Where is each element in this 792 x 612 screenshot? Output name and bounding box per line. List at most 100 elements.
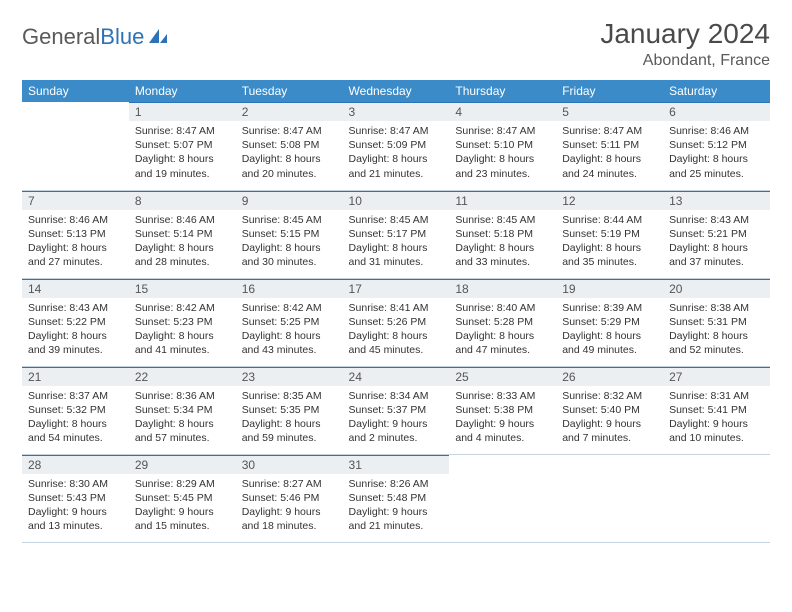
day-number: 5 xyxy=(556,102,663,121)
day-number: 31 xyxy=(343,455,450,474)
dow-row: SundayMondayTuesdayWednesdayThursdayFrid… xyxy=(22,80,770,102)
day-number: 30 xyxy=(236,455,343,474)
day-number: 29 xyxy=(129,455,236,474)
title-block: January 2024 Abondant, France xyxy=(600,18,770,70)
day-content: Sunrise: 8:32 AMSunset: 5:40 PMDaylight:… xyxy=(556,386,663,451)
day-cell: 16Sunrise: 8:42 AMSunset: 5:25 PMDayligh… xyxy=(236,278,343,366)
day-number: 14 xyxy=(22,279,129,298)
day-content: Sunrise: 8:30 AMSunset: 5:43 PMDaylight:… xyxy=(22,474,129,539)
day-content: Sunrise: 8:42 AMSunset: 5:23 PMDaylight:… xyxy=(129,298,236,363)
day-number: 12 xyxy=(556,191,663,210)
day-number: 9 xyxy=(236,191,343,210)
day-cell: 3Sunrise: 8:47 AMSunset: 5:09 PMDaylight… xyxy=(343,102,450,190)
day-cell: 21Sunrise: 8:37 AMSunset: 5:32 PMDayligh… xyxy=(22,366,129,454)
day-cell: 1Sunrise: 8:47 AMSunset: 5:07 PMDaylight… xyxy=(129,102,236,190)
day-number: 26 xyxy=(556,367,663,386)
day-content: Sunrise: 8:31 AMSunset: 5:41 PMDaylight:… xyxy=(663,386,770,451)
day-cell: 7Sunrise: 8:46 AMSunset: 5:13 PMDaylight… xyxy=(22,190,129,278)
day-content: Sunrise: 8:27 AMSunset: 5:46 PMDaylight:… xyxy=(236,474,343,539)
day-number: 3 xyxy=(343,102,450,121)
day-content: Sunrise: 8:46 AMSunset: 5:14 PMDaylight:… xyxy=(129,210,236,275)
day-content: Sunrise: 8:47 AMSunset: 5:09 PMDaylight:… xyxy=(343,121,450,186)
day-cell: 19Sunrise: 8:39 AMSunset: 5:29 PMDayligh… xyxy=(556,278,663,366)
day-content: Sunrise: 8:43 AMSunset: 5:21 PMDaylight:… xyxy=(663,210,770,275)
day-cell: 31Sunrise: 8:26 AMSunset: 5:48 PMDayligh… xyxy=(343,454,450,542)
day-cell: 26Sunrise: 8:32 AMSunset: 5:40 PMDayligh… xyxy=(556,366,663,454)
dow-cell: Monday xyxy=(129,80,236,102)
day-number: 6 xyxy=(663,102,770,121)
day-number: 23 xyxy=(236,367,343,386)
day-cell: 20Sunrise: 8:38 AMSunset: 5:31 PMDayligh… xyxy=(663,278,770,366)
calendar-body: SundayMondayTuesdayWednesdayThursdayFrid… xyxy=(22,80,770,542)
header: GeneralBlue January 2024 Abondant, Franc… xyxy=(22,18,770,70)
day-cell: 2Sunrise: 8:47 AMSunset: 5:08 PMDaylight… xyxy=(236,102,343,190)
day-number: 10 xyxy=(343,191,450,210)
day-cell: 9Sunrise: 8:45 AMSunset: 5:15 PMDaylight… xyxy=(236,190,343,278)
day-content: Sunrise: 8:47 AMSunset: 5:11 PMDaylight:… xyxy=(556,121,663,186)
day-content: Sunrise: 8:46 AMSunset: 5:13 PMDaylight:… xyxy=(22,210,129,275)
month-title: January 2024 xyxy=(600,18,770,50)
day-content: Sunrise: 8:47 AMSunset: 5:10 PMDaylight:… xyxy=(449,121,556,186)
day-number: 19 xyxy=(556,279,663,298)
calendar-table: SundayMondayTuesdayWednesdayThursdayFrid… xyxy=(22,80,770,543)
empty-day-cell xyxy=(663,454,770,542)
day-content: Sunrise: 8:36 AMSunset: 5:34 PMDaylight:… xyxy=(129,386,236,451)
day-number: 11 xyxy=(449,191,556,210)
day-cell: 22Sunrise: 8:36 AMSunset: 5:34 PMDayligh… xyxy=(129,366,236,454)
day-cell: 13Sunrise: 8:43 AMSunset: 5:21 PMDayligh… xyxy=(663,190,770,278)
day-number: 15 xyxy=(129,279,236,298)
day-number: 17 xyxy=(343,279,450,298)
day-cell: 24Sunrise: 8:34 AMSunset: 5:37 PMDayligh… xyxy=(343,366,450,454)
day-content: Sunrise: 8:39 AMSunset: 5:29 PMDaylight:… xyxy=(556,298,663,363)
week-row: 7Sunrise: 8:46 AMSunset: 5:13 PMDaylight… xyxy=(22,190,770,278)
day-number: 1 xyxy=(129,102,236,121)
day-number: 28 xyxy=(22,455,129,474)
dow-cell: Wednesday xyxy=(343,80,450,102)
day-content: Sunrise: 8:47 AMSunset: 5:08 PMDaylight:… xyxy=(236,121,343,186)
day-number: 20 xyxy=(663,279,770,298)
day-number: 16 xyxy=(236,279,343,298)
day-content: Sunrise: 8:35 AMSunset: 5:35 PMDaylight:… xyxy=(236,386,343,451)
day-content: Sunrise: 8:34 AMSunset: 5:37 PMDaylight:… xyxy=(343,386,450,451)
day-content: Sunrise: 8:41 AMSunset: 5:26 PMDaylight:… xyxy=(343,298,450,363)
day-number: 4 xyxy=(449,102,556,121)
day-content: Sunrise: 8:33 AMSunset: 5:38 PMDaylight:… xyxy=(449,386,556,451)
day-content: Sunrise: 8:43 AMSunset: 5:22 PMDaylight:… xyxy=(22,298,129,363)
day-cell: 17Sunrise: 8:41 AMSunset: 5:26 PMDayligh… xyxy=(343,278,450,366)
day-content: Sunrise: 8:45 AMSunset: 5:17 PMDaylight:… xyxy=(343,210,450,275)
day-content: Sunrise: 8:45 AMSunset: 5:18 PMDaylight:… xyxy=(449,210,556,275)
day-cell: 10Sunrise: 8:45 AMSunset: 5:17 PMDayligh… xyxy=(343,190,450,278)
day-cell: 6Sunrise: 8:46 AMSunset: 5:12 PMDaylight… xyxy=(663,102,770,190)
day-content: Sunrise: 8:44 AMSunset: 5:19 PMDaylight:… xyxy=(556,210,663,275)
logo-text-general: General xyxy=(22,24,100,50)
logo: GeneralBlue xyxy=(22,24,169,50)
day-content: Sunrise: 8:45 AMSunset: 5:15 PMDaylight:… xyxy=(236,210,343,275)
empty-day-cell xyxy=(449,454,556,542)
day-content: Sunrise: 8:46 AMSunset: 5:12 PMDaylight:… xyxy=(663,121,770,186)
day-number: 25 xyxy=(449,367,556,386)
day-content: Sunrise: 8:42 AMSunset: 5:25 PMDaylight:… xyxy=(236,298,343,363)
day-content: Sunrise: 8:26 AMSunset: 5:48 PMDaylight:… xyxy=(343,474,450,539)
logo-sail-icon xyxy=(147,27,169,45)
day-number: 13 xyxy=(663,191,770,210)
logo-text-blue: Blue xyxy=(100,24,144,50)
day-cell: 27Sunrise: 8:31 AMSunset: 5:41 PMDayligh… xyxy=(663,366,770,454)
day-content: Sunrise: 8:47 AMSunset: 5:07 PMDaylight:… xyxy=(129,121,236,186)
day-content: Sunrise: 8:40 AMSunset: 5:28 PMDaylight:… xyxy=(449,298,556,363)
week-row: 28Sunrise: 8:30 AMSunset: 5:43 PMDayligh… xyxy=(22,454,770,542)
day-content: Sunrise: 8:37 AMSunset: 5:32 PMDaylight:… xyxy=(22,386,129,451)
day-number: 18 xyxy=(449,279,556,298)
dow-cell: Saturday xyxy=(663,80,770,102)
day-number: 27 xyxy=(663,367,770,386)
day-number: 21 xyxy=(22,367,129,386)
day-cell: 11Sunrise: 8:45 AMSunset: 5:18 PMDayligh… xyxy=(449,190,556,278)
day-cell: 14Sunrise: 8:43 AMSunset: 5:22 PMDayligh… xyxy=(22,278,129,366)
day-cell: 8Sunrise: 8:46 AMSunset: 5:14 PMDaylight… xyxy=(129,190,236,278)
empty-day-cell xyxy=(556,454,663,542)
dow-cell: Friday xyxy=(556,80,663,102)
day-content: Sunrise: 8:29 AMSunset: 5:45 PMDaylight:… xyxy=(129,474,236,539)
day-cell: 28Sunrise: 8:30 AMSunset: 5:43 PMDayligh… xyxy=(22,454,129,542)
day-cell: 30Sunrise: 8:27 AMSunset: 5:46 PMDayligh… xyxy=(236,454,343,542)
week-row: 1Sunrise: 8:47 AMSunset: 5:07 PMDaylight… xyxy=(22,102,770,190)
day-number: 7 xyxy=(22,191,129,210)
